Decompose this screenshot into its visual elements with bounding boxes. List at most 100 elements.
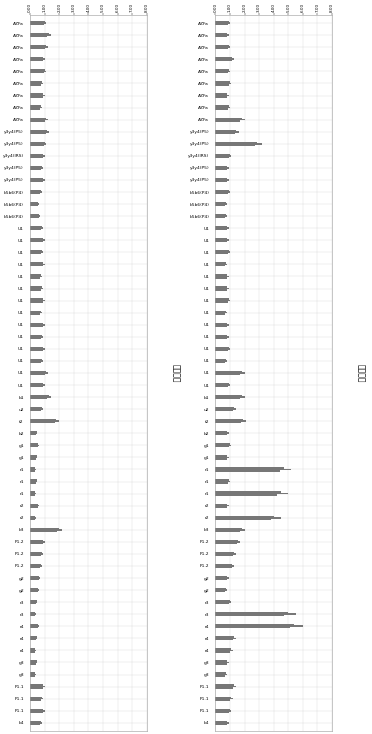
Bar <box>215 661 228 664</box>
Bar <box>30 674 36 675</box>
Bar <box>30 286 42 288</box>
Bar <box>215 117 242 119</box>
Bar <box>215 419 243 421</box>
Bar <box>30 685 43 686</box>
Bar <box>215 190 228 192</box>
Bar <box>30 421 59 422</box>
Bar <box>30 310 41 312</box>
Bar <box>30 638 38 639</box>
Bar <box>30 600 37 601</box>
Bar <box>215 371 242 372</box>
Bar <box>30 324 45 325</box>
Bar <box>30 687 42 688</box>
Bar <box>30 120 45 122</box>
Bar <box>215 675 225 677</box>
Bar <box>30 252 43 253</box>
Bar <box>30 539 43 541</box>
Bar <box>30 238 43 239</box>
Bar <box>215 542 237 544</box>
Bar <box>30 34 51 36</box>
Bar <box>30 119 48 120</box>
Bar <box>30 372 48 374</box>
Bar <box>215 710 231 711</box>
Bar <box>30 504 38 505</box>
Bar <box>30 48 45 49</box>
Bar <box>215 120 240 122</box>
Bar <box>215 700 230 701</box>
Bar <box>30 106 42 109</box>
Bar <box>30 81 42 83</box>
Bar <box>215 193 228 194</box>
Bar <box>215 167 228 169</box>
Bar <box>215 217 225 218</box>
Bar <box>215 299 230 302</box>
Bar <box>30 191 42 193</box>
Bar <box>215 312 227 313</box>
Bar <box>30 650 36 651</box>
Bar <box>30 362 41 363</box>
Bar <box>30 698 43 700</box>
Bar <box>215 142 257 143</box>
Bar <box>30 336 43 338</box>
Bar <box>215 421 246 422</box>
Bar <box>215 145 255 146</box>
Bar <box>30 190 41 192</box>
Bar <box>215 650 233 651</box>
Bar <box>215 374 240 375</box>
Bar <box>30 360 43 362</box>
Text: 正常对照: 正常对照 <box>171 364 180 382</box>
Bar <box>215 410 233 411</box>
Bar <box>215 455 227 457</box>
Bar <box>215 69 228 70</box>
Bar <box>30 396 51 398</box>
Bar <box>30 181 42 182</box>
Bar <box>215 504 227 505</box>
Bar <box>30 36 48 37</box>
Bar <box>215 529 244 531</box>
Bar <box>215 443 230 445</box>
Bar <box>30 542 42 544</box>
Bar <box>215 372 244 374</box>
Bar <box>30 407 42 408</box>
Bar <box>215 262 226 264</box>
Bar <box>30 446 38 448</box>
Bar <box>215 95 228 96</box>
Bar <box>215 432 228 434</box>
Bar <box>215 612 288 614</box>
Bar <box>30 277 40 279</box>
Bar <box>30 601 38 603</box>
Bar <box>30 552 42 553</box>
Bar <box>30 457 38 458</box>
Bar <box>215 143 262 145</box>
Bar <box>30 648 35 650</box>
Bar <box>215 48 228 49</box>
Bar <box>30 143 46 145</box>
Bar <box>215 479 228 481</box>
Bar <box>215 518 271 520</box>
Bar <box>30 226 42 228</box>
Bar <box>215 46 230 48</box>
Bar <box>215 398 240 399</box>
Bar <box>30 517 36 518</box>
Bar <box>30 468 35 469</box>
Bar <box>30 338 41 339</box>
Bar <box>215 239 228 241</box>
Bar <box>30 288 43 289</box>
Bar <box>30 639 36 641</box>
Bar <box>30 117 46 119</box>
Bar <box>30 589 39 591</box>
Bar <box>215 360 227 362</box>
Bar <box>215 588 226 589</box>
Bar <box>215 672 226 674</box>
Bar <box>30 383 43 384</box>
Bar <box>215 93 227 95</box>
Bar <box>215 552 234 553</box>
Bar <box>215 446 229 448</box>
Bar <box>30 153 43 155</box>
Bar <box>215 638 236 639</box>
Bar <box>30 179 45 181</box>
Bar <box>30 579 39 580</box>
Bar <box>30 214 39 215</box>
Bar <box>215 468 291 470</box>
Bar <box>30 33 48 34</box>
